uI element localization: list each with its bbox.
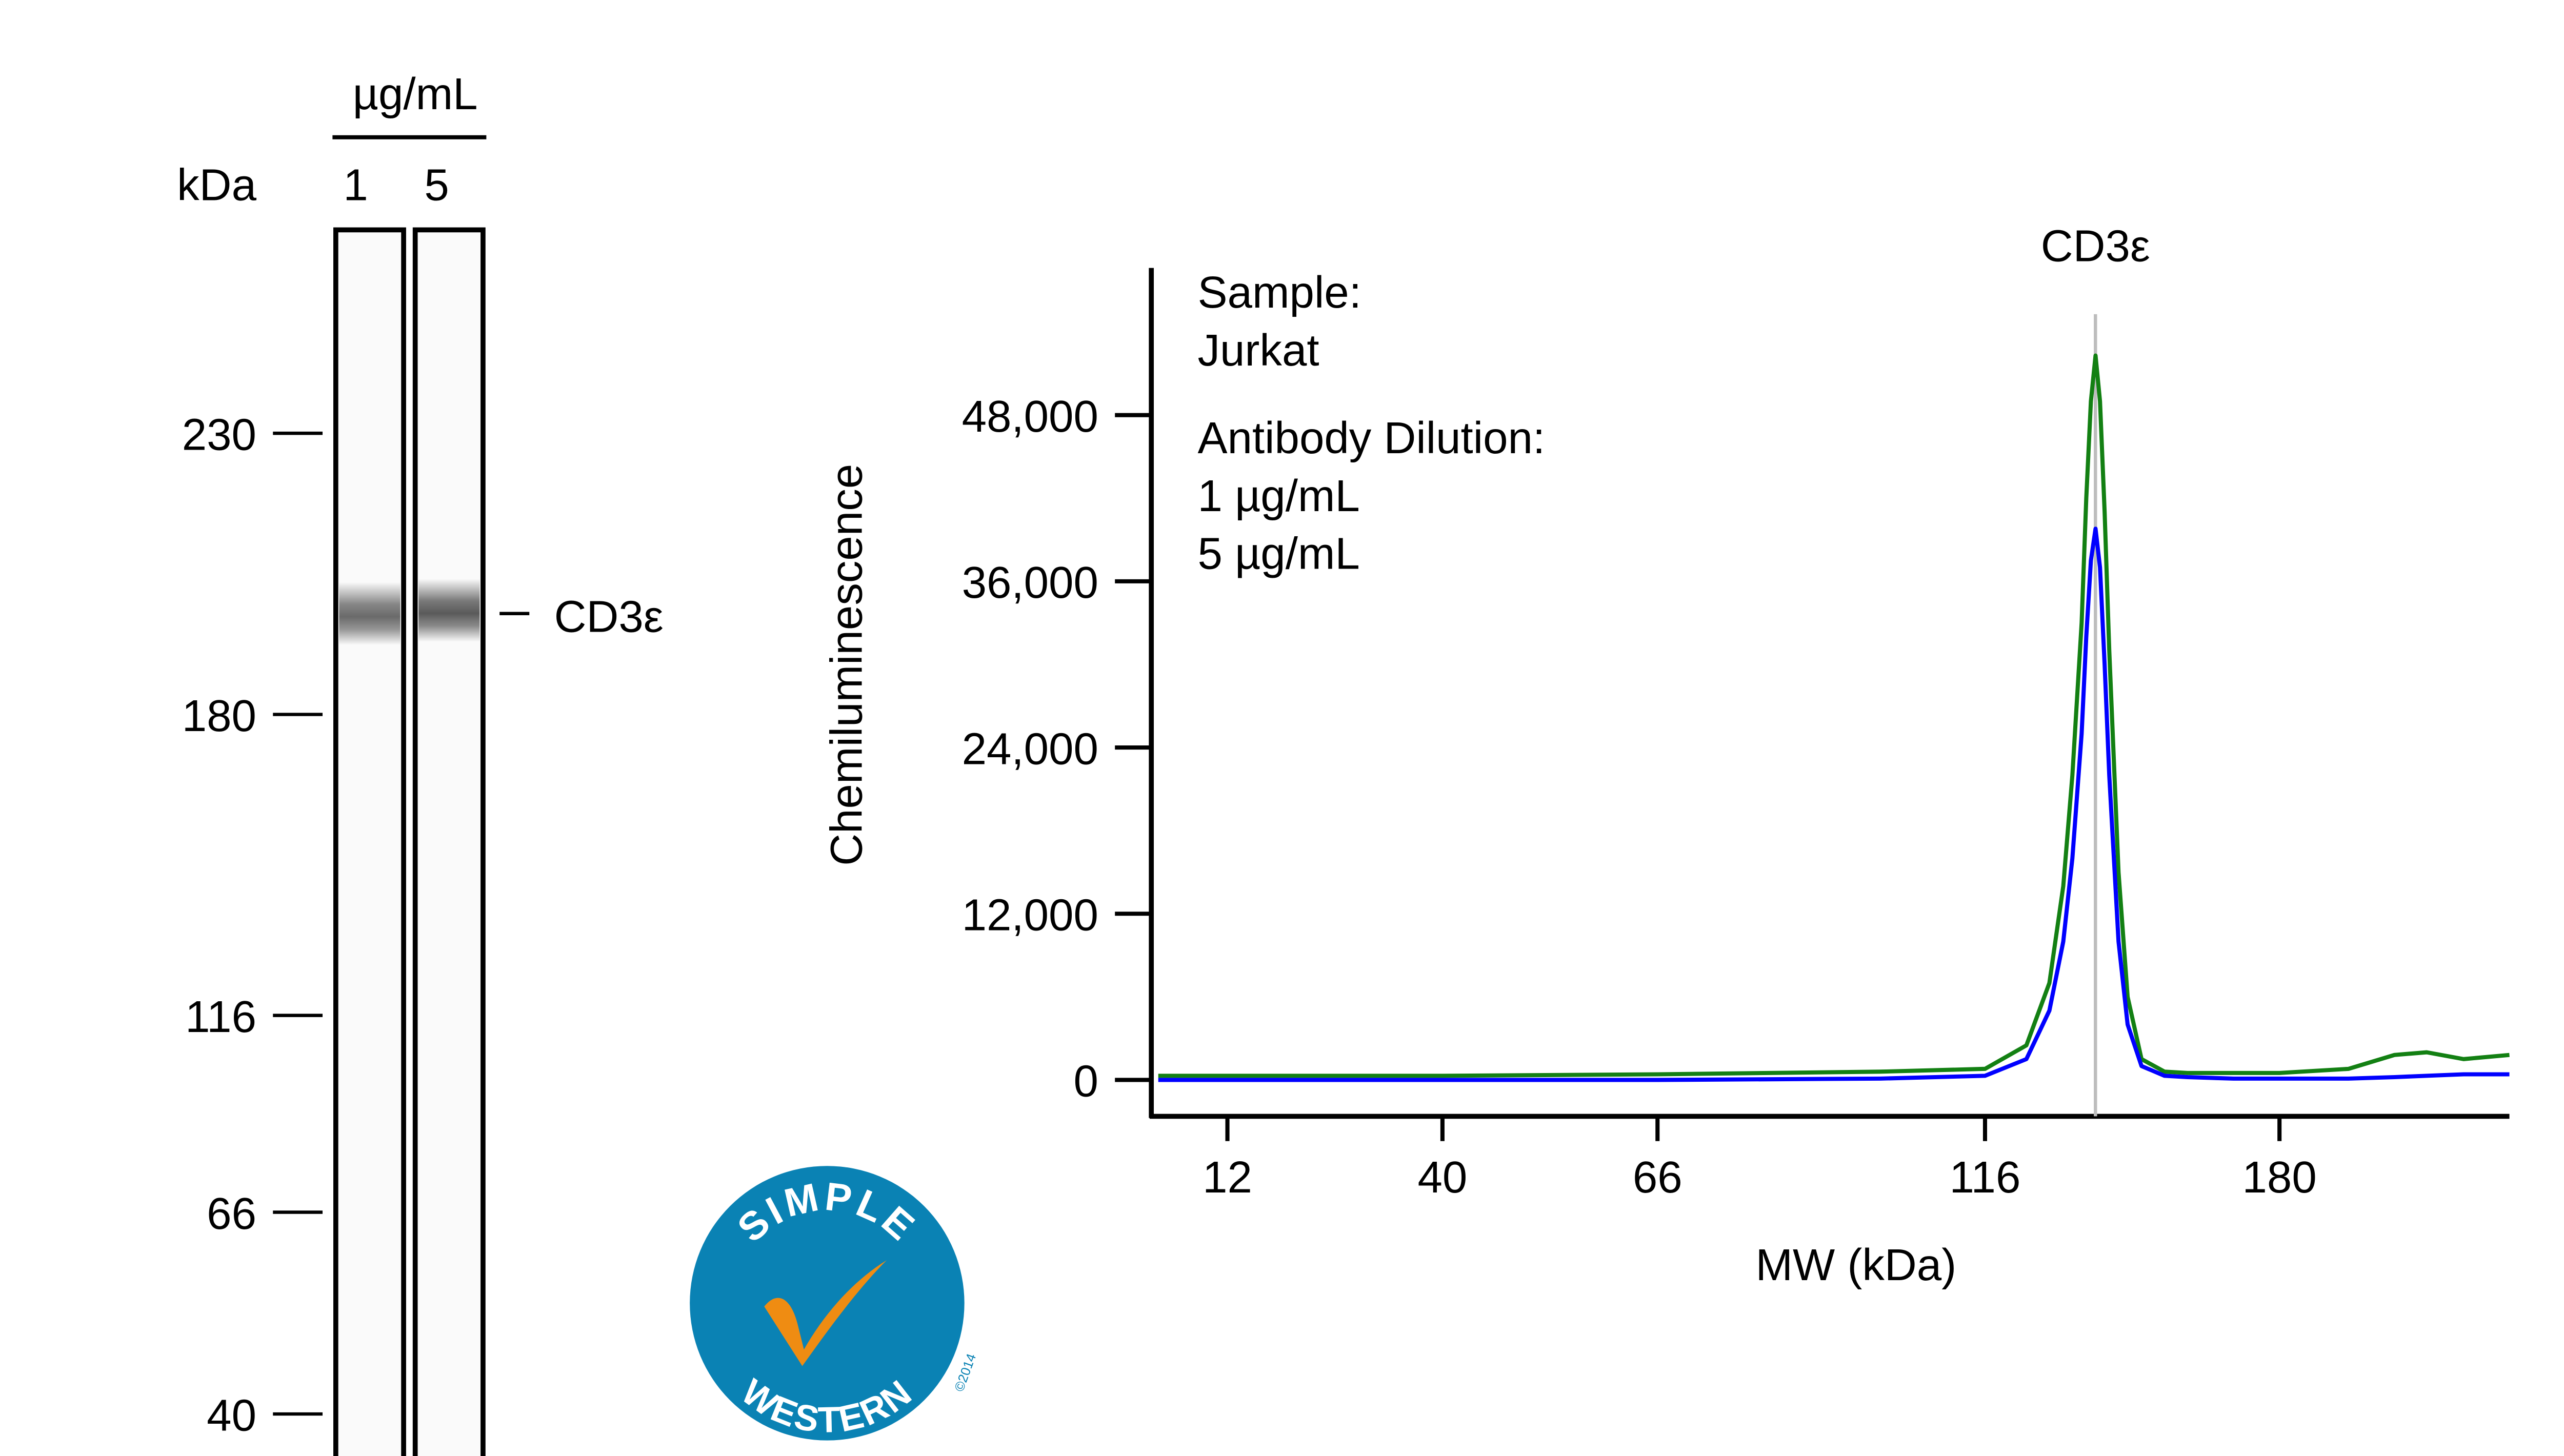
y-tick-label: 12,000 — [962, 891, 1098, 940]
x-tick-label: 66 — [1633, 1152, 1682, 1202]
mw-markers: 230 180 116 66 40 — [182, 410, 323, 1440]
kda-label: kDa — [177, 160, 256, 210]
lane-label-1: 1 — [343, 160, 368, 210]
x-tick-label: 40 — [1417, 1152, 1467, 1202]
check-icon — [764, 1260, 887, 1366]
lane-1 — [333, 227, 406, 1456]
x-tick-label: 116 — [1950, 1152, 2021, 1202]
y-tick-label: 24,000 — [962, 724, 1098, 774]
legend: Sample: Jurkat Antibody Dilution: 1 µg/m… — [1197, 268, 1545, 579]
simple-western-logo: SIMPLE WESTERN ©2014 — [690, 1166, 979, 1441]
y-ticks: 0 12,000 24,000 36,000 48,000 — [962, 392, 1152, 1106]
electropherogram-chart: 0 12,000 24,000 36,000 48,000 12 40 66 116 180 C… — [822, 221, 2510, 1290]
y-tick-label: 0 — [1073, 1057, 1098, 1106]
x-tick-label: 12 — [1203, 1152, 1252, 1202]
logo-circle — [690, 1166, 965, 1441]
band-lane-1 — [339, 582, 400, 645]
legend-sample-title: Sample: — [1197, 268, 1361, 317]
marker-label-180: 180 — [182, 691, 256, 741]
band-label: CD3ε — [554, 592, 664, 641]
y-axis-label: Chemiluminescence — [822, 464, 872, 866]
series-line-0 — [1158, 527, 2510, 1082]
lane-2 — [412, 227, 486, 1456]
lane-label-2: 5 — [424, 160, 449, 210]
series-line-1 — [1158, 353, 2510, 1078]
y-tick-label: 36,000 — [962, 558, 1098, 608]
gel-image: µg/mL kDa 1 5 230 180 116 66 40 CD3ε — [177, 69, 664, 1456]
x-axis-label: MW (kDa) — [1755, 1240, 1956, 1290]
series-lines — [1158, 353, 2510, 1082]
gel-unit-label: µg/mL — [353, 69, 478, 119]
logo-copyright: ©2014 — [952, 1352, 979, 1393]
legend-dilution-title: Antibody Dilution: — [1197, 413, 1545, 463]
marker-label-116: 116 — [185, 992, 256, 1042]
x-tick-label: 180 — [2242, 1152, 2317, 1202]
peak-label: CD3ε — [2041, 221, 2150, 271]
marker-label-66: 66 — [207, 1189, 256, 1239]
marker-label-230: 230 — [182, 410, 256, 459]
legend-sample-name: Jurkat — [1197, 326, 1319, 375]
band-lane-2 — [418, 579, 480, 642]
marker-label-40: 40 — [207, 1390, 256, 1440]
legend-series-1: 1 µg/mL — [1197, 471, 1359, 521]
x-ticks: 12 40 66 116 180 — [1203, 1116, 2317, 1202]
legend-series-2: 5 µg/mL — [1197, 529, 1359, 579]
y-tick-label: 48,000 — [962, 392, 1098, 441]
